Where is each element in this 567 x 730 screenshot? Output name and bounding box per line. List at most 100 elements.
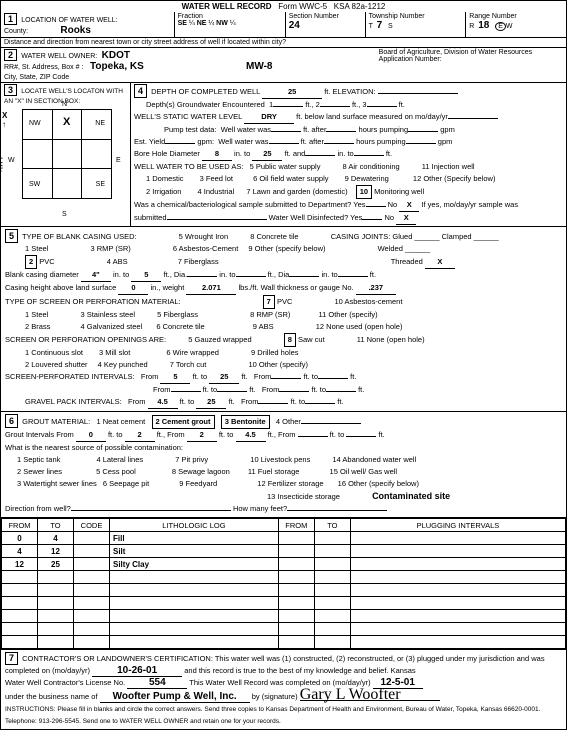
sec3-num: 3 — [4, 84, 17, 96]
log-cell — [74, 610, 110, 623]
log-header: FROM — [2, 519, 38, 532]
log-cell — [110, 623, 279, 636]
sec1-num: 1 — [4, 13, 17, 25]
form-title-row: WATER WELL RECORD Form WWC-5 KSA 82a-121… — [1, 1, 566, 12]
log-cell — [38, 571, 74, 584]
twp: 7 — [377, 20, 383, 31]
city-lbl: City, State, ZIP Code — [4, 74, 69, 81]
form-no: Form WWC-5 — [278, 2, 327, 11]
log-cell — [2, 584, 38, 597]
log-cell — [74, 545, 110, 558]
log-cell — [38, 610, 74, 623]
log-cell — [74, 623, 110, 636]
lic: 554 — [127, 677, 187, 689]
sec5: 5 TYPE OF BLANK CASING USED: 5 Wrought I… — [1, 227, 566, 412]
form-title: WATER WELL RECORD — [182, 2, 272, 11]
sec4-num: 4 — [134, 84, 147, 98]
log-cell — [314, 571, 350, 584]
log-cell — [350, 532, 565, 545]
f2: NE — [197, 20, 207, 27]
sec7-num: 7 — [5, 652, 18, 665]
log-cell — [314, 532, 350, 545]
log-cell — [278, 571, 314, 584]
log-cell — [350, 623, 565, 636]
form-ksa: KSA 82a-1212 — [334, 2, 386, 11]
rng: 18 — [478, 20, 489, 31]
log-header: TO — [314, 519, 350, 532]
sec2-num: 2 — [4, 49, 17, 61]
owner: KDOT — [102, 50, 130, 61]
log-cell — [38, 636, 74, 649]
f3: NW — [216, 20, 228, 27]
log-header: TO — [38, 519, 74, 532]
biz: Woofter Pump & Well, Inc. — [100, 691, 250, 703]
log-cell — [350, 558, 565, 571]
rng-lbl: Range Number — [469, 13, 516, 20]
county: Rooks — [60, 25, 91, 36]
log-cell: 25 — [38, 558, 74, 571]
log-cell: Fill — [110, 532, 279, 545]
sec4-label: DEPTH OF COMPLETED WELL — [151, 87, 260, 96]
sec6: 6 GROUT MATERIAL: 1 Neat cement 2 Cement… — [1, 412, 566, 518]
log-cell: 4 — [38, 532, 74, 545]
log-cell — [278, 584, 314, 597]
secno: 24 — [289, 20, 300, 31]
depth: 25 — [262, 86, 322, 99]
log-cell — [38, 597, 74, 610]
log-cell: 4 — [2, 545, 38, 558]
log-cell: Silty Clay — [110, 558, 279, 571]
log-cell — [110, 636, 279, 649]
log-cell — [314, 610, 350, 623]
contam: Contaminated site — [372, 491, 450, 501]
log-cell — [278, 558, 314, 571]
elev-lbl: ft. ELEVATION: — [324, 87, 375, 96]
county-lbl: County: — [4, 28, 28, 35]
log-cell — [2, 610, 38, 623]
log-cell — [110, 597, 279, 610]
addr-lbl: RR#, St. Address, Box # : — [4, 64, 83, 71]
log-cell — [110, 571, 279, 584]
log-cell — [74, 571, 110, 584]
log-cell — [278, 623, 314, 636]
log-cell — [314, 636, 350, 649]
date1: 10-26-01 — [92, 665, 182, 677]
log-cell — [278, 636, 314, 649]
sec1-label: LOCATION OF WATER WELL: — [21, 17, 117, 24]
log-cell — [350, 571, 565, 584]
fraction-lbl: Fraction — [178, 13, 203, 20]
board: Board of Agriculture, Division of Water … — [379, 49, 532, 56]
log-header: LITHOLOGIC LOG — [110, 519, 279, 532]
signature: Gary L Woofter — [300, 689, 440, 701]
log-header: CODE — [74, 519, 110, 532]
twp-lbl: Township Number — [369, 13, 425, 20]
twp-dir: S — [388, 23, 393, 30]
log-header: PLUGGING INTERVALS — [350, 519, 565, 532]
log-cell: 0 — [2, 532, 38, 545]
instructions: INSTRUCTIONS: Please fill in blanks and … — [5, 706, 540, 725]
city: Topeka, KS — [90, 61, 144, 72]
log-cell — [2, 571, 38, 584]
log-cell — [74, 584, 110, 597]
log-cell — [38, 623, 74, 636]
f1: SE — [178, 20, 187, 27]
log-cell: 12 — [38, 545, 74, 558]
sec1-dirline: Distance and direction from nearest town… — [1, 38, 289, 47]
secno-lbl: Section Number — [289, 13, 339, 20]
sec6-num: 6 — [5, 414, 18, 428]
log-cell — [110, 584, 279, 597]
log-cell — [110, 610, 279, 623]
log-cell — [314, 623, 350, 636]
sec1-row: 1 LOCATION OF WATER WELL: County: Rooks … — [1, 12, 566, 38]
log-cell — [38, 584, 74, 597]
log-cell — [314, 584, 350, 597]
log-header: FROM — [278, 519, 314, 532]
log-cell — [314, 545, 350, 558]
log-cell — [74, 558, 110, 571]
sec7: 7 CONTRACTOR'S OR LANDOWNER'S CERTIFICAT… — [1, 649, 566, 729]
log-cell — [350, 584, 565, 597]
log-cell — [74, 532, 110, 545]
log-cell — [350, 545, 565, 558]
log-cell — [2, 636, 38, 649]
appno: Application Number: — [379, 56, 442, 63]
log-cell — [350, 636, 565, 649]
